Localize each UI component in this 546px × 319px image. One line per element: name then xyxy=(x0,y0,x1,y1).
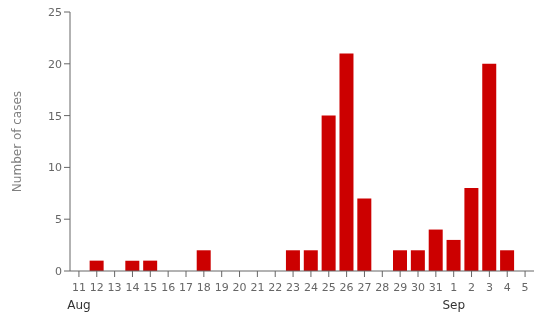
svg-text:17: 17 xyxy=(179,281,193,294)
svg-text:21: 21 xyxy=(250,281,264,294)
svg-text:30: 30 xyxy=(411,281,425,294)
svg-text:19: 19 xyxy=(215,281,229,294)
svg-text:26: 26 xyxy=(340,281,354,294)
svg-text:28: 28 xyxy=(375,281,389,294)
svg-text:22: 22 xyxy=(268,281,282,294)
svg-text:25: 25 xyxy=(322,281,336,294)
svg-text:4: 4 xyxy=(504,281,511,294)
svg-text:20: 20 xyxy=(233,281,247,294)
svg-text:12: 12 xyxy=(90,281,104,294)
svg-text:20: 20 xyxy=(48,58,62,71)
svg-text:0: 0 xyxy=(55,265,62,278)
svg-text:13: 13 xyxy=(108,281,122,294)
svg-text:Aug: Aug xyxy=(67,298,90,312)
svg-text:5: 5 xyxy=(55,213,62,226)
svg-text:27: 27 xyxy=(357,281,371,294)
svg-text:5: 5 xyxy=(522,281,529,294)
svg-text:16: 16 xyxy=(161,281,175,294)
svg-text:15: 15 xyxy=(48,110,62,123)
svg-text:15: 15 xyxy=(143,281,157,294)
svg-text:29: 29 xyxy=(393,281,407,294)
svg-text:24: 24 xyxy=(304,281,318,294)
svg-text:18: 18 xyxy=(197,281,211,294)
svg-text:10: 10 xyxy=(48,161,62,174)
svg-text:3: 3 xyxy=(486,281,493,294)
svg-text:11: 11 xyxy=(72,281,86,294)
svg-text:Number of cases: Number of cases xyxy=(10,91,24,192)
svg-text:1: 1 xyxy=(450,281,457,294)
svg-text:31: 31 xyxy=(429,281,443,294)
svg-text:2: 2 xyxy=(468,281,475,294)
svg-text:23: 23 xyxy=(286,281,300,294)
svg-text:14: 14 xyxy=(125,281,139,294)
svg-text:Sep: Sep xyxy=(442,298,465,312)
svg-text:25: 25 xyxy=(48,6,62,19)
